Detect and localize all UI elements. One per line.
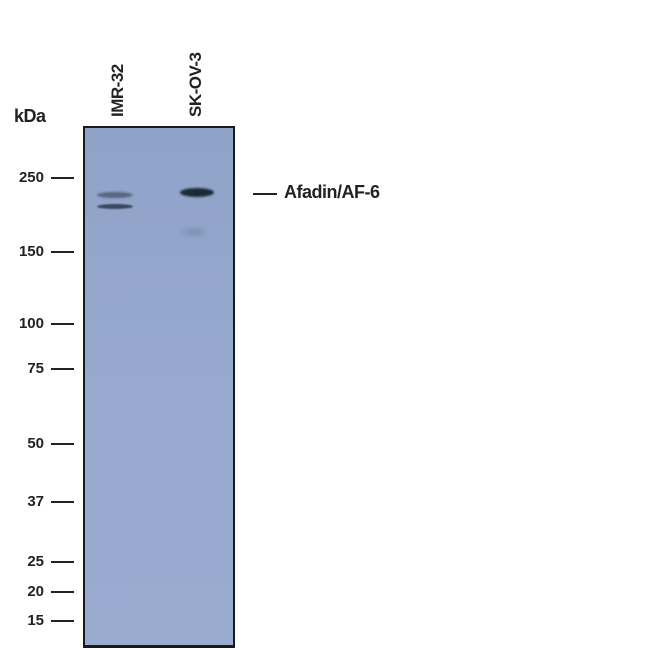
marker-label: 150 (18, 243, 44, 260)
marker-tick (51, 620, 74, 622)
marker-250: 250 (0, 169, 74, 187)
marker-label: 15 (27, 612, 44, 629)
marker-label: 20 (27, 583, 44, 600)
marker-tick (51, 251, 74, 253)
marker-label: 25 (27, 553, 44, 570)
band-imr32-lower (97, 204, 133, 209)
marker-50: 50 (0, 435, 74, 453)
marker-tick (51, 591, 74, 593)
lane-label-skov3: SK-OV-3 (186, 52, 205, 117)
marker-tick (51, 561, 74, 563)
marker-25: 25 (0, 553, 74, 571)
marker-label: 75 (27, 360, 44, 377)
marker-label: 37 (27, 493, 44, 510)
marker-tick (51, 443, 74, 445)
target-pointer-line (253, 193, 277, 195)
marker-37: 37 (0, 493, 74, 511)
marker-label: 50 (27, 435, 44, 452)
blot-membrane (83, 126, 235, 648)
marker-label: 100 (18, 315, 44, 332)
marker-tick (51, 368, 74, 370)
band-imr32-upper (97, 192, 133, 198)
marker-tick (51, 501, 74, 503)
marker-150: 150 (0, 243, 74, 261)
target-label: Afadin/AF-6 (284, 182, 380, 202)
marker-tick (51, 177, 74, 179)
lane-label-imr32: IMR-32 (108, 64, 127, 117)
band-skov3-faint (183, 228, 205, 236)
marker-100: 100 (0, 315, 74, 333)
marker-label: 250 (18, 169, 44, 186)
marker-15: 15 (0, 612, 74, 630)
marker-20: 20 (0, 583, 74, 601)
band-skov3 (180, 188, 214, 197)
marker-75: 75 (0, 360, 74, 378)
marker-tick (51, 323, 74, 325)
units-label: kDa (14, 106, 46, 126)
